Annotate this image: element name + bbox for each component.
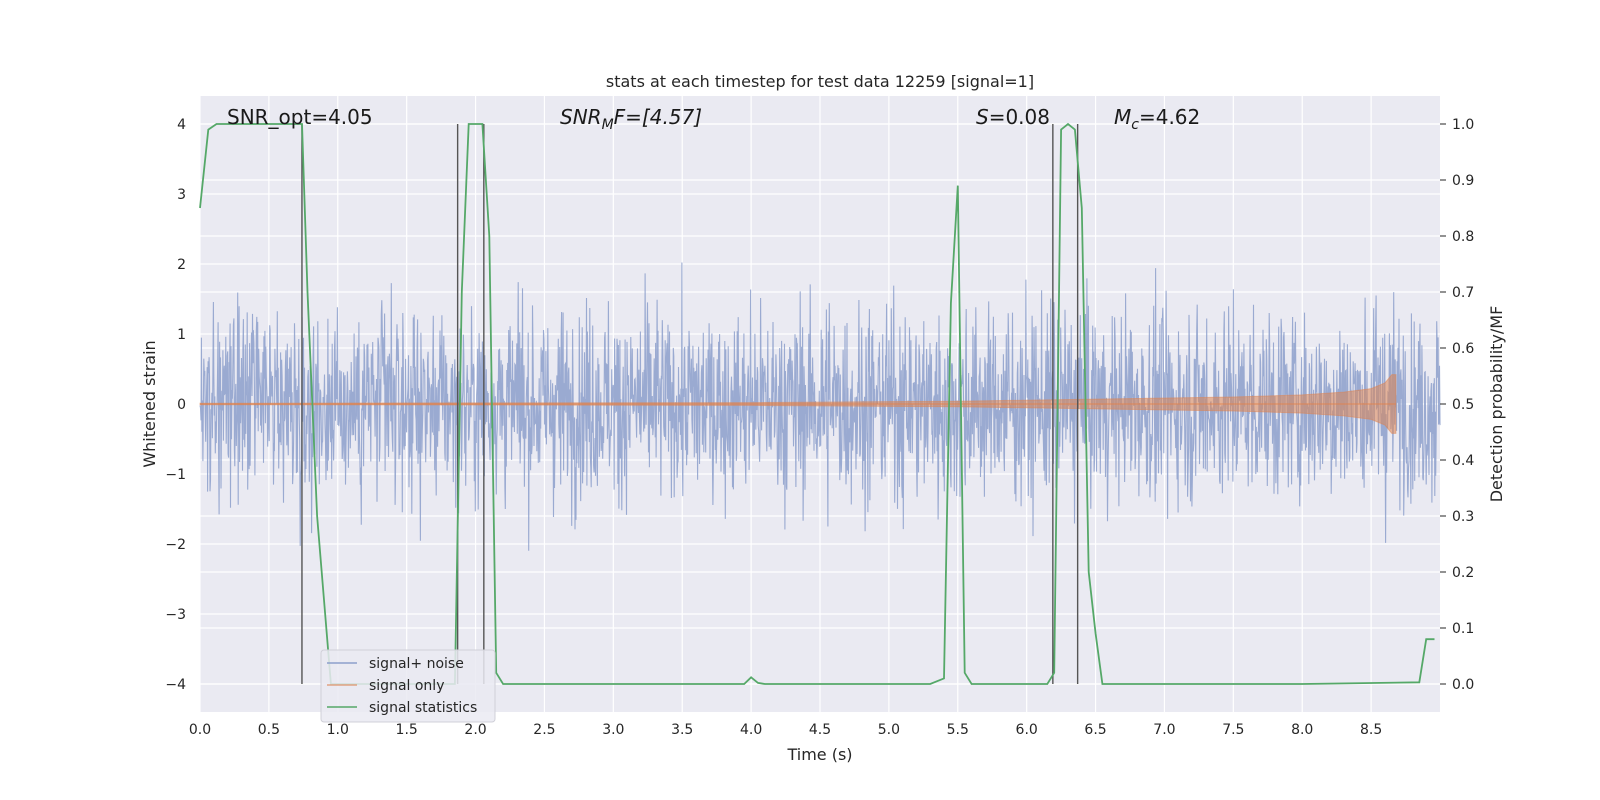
right-y-tick-label: 0.0 [1452,677,1474,693]
annotation-mc-base: M [1114,105,1131,129]
x-tick-label: 1.0 [327,722,349,738]
left-y-tick-label: 3 [177,187,186,203]
x-tick-label: 2.0 [464,722,486,738]
vertical-markers [301,124,1079,684]
annotation-snr-mf-sub: M [602,117,614,133]
legend-label-signal-noise: signal+ noise [369,656,464,672]
x-tick-label: 6.0 [1016,722,1038,738]
right-y-tick-label: 0.4 [1452,453,1474,469]
left-y-axis-label: Whitened strain [140,340,159,467]
signal-noise-line [199,262,1441,551]
left-y-axis-ticks: −4 −3 −2 −1 0 1 2 3 4 [165,117,186,693]
annotation-snr-opt: SNR_opt=4.05 [227,105,373,129]
left-y-tick-label: 0 [177,397,186,413]
x-tick-label: 8.0 [1291,722,1313,738]
left-y-tick-label: −2 [165,537,186,553]
series-signal-statistics [199,122,1435,685]
annotation-mc: Mc=4.62 [1114,105,1200,133]
chart-title: stats at each timestep for test data 122… [606,72,1034,91]
right-y-tick-label: 0.2 [1452,565,1474,581]
series-signal-noise [199,262,1441,551]
left-y-tick-label: −3 [165,607,186,623]
left-y-tick-label: 1 [177,327,186,343]
annotation-snr-mf-base: SNR [560,105,602,129]
legend-label-signal-only: signal only [369,678,444,694]
x-tick-label: 7.5 [1222,722,1244,738]
right-y-tick-label: 0.6 [1452,341,1474,357]
left-y-tick-label: −1 [165,467,186,483]
x-tick-label: 1.5 [396,722,418,738]
right-y-axis-ticks: 0.0 0.1 0.2 0.3 0.4 0.5 0.6 0.7 0.8 0.9 1.0 [1440,117,1474,693]
right-y-axis-label: Detection probability/MF [1487,306,1506,503]
x-tick-label: 0.5 [258,722,280,738]
left-y-tick-label: 4 [177,117,186,133]
right-y-tick-label: 0.5 [1452,397,1474,413]
x-tick-label: 3.5 [671,722,693,738]
legend: signal+ noise signal only signal statist… [320,649,496,723]
x-tick-label: 7.0 [1153,722,1175,738]
right-y-tick-label: 0.8 [1452,229,1474,245]
annotation-snr-mf-tail: F=[4.57] [614,105,702,129]
x-tick-label: 2.5 [533,722,555,738]
legend-label-signal-statistics: signal statistics [369,700,477,716]
annotation-s: S=0.08 [976,105,1050,129]
right-y-tick-label: 0.3 [1452,509,1474,525]
x-tick-label: 4.0 [740,722,762,738]
annotation-s-value: =0.08 [989,105,1050,129]
right-y-tick-label: 0.7 [1452,285,1474,301]
x-axis-label: Time (s) [786,745,852,764]
annotation-s-var: S [976,105,989,129]
x-tick-label: 0.0 [189,722,211,738]
annotation-mc-value: =4.62 [1139,105,1200,129]
left-y-tick-label: −4 [165,677,186,693]
x-tick-label: 8.5 [1360,722,1382,738]
annotation-snr-mf: SNRMF=[4.57] [560,105,702,133]
legend-box [320,649,496,723]
right-y-tick-label: 0.1 [1452,621,1474,637]
right-y-tick-label: 1.0 [1452,117,1474,133]
right-y-tick-label: 0.9 [1452,173,1474,189]
x-tick-label: 3.0 [602,722,624,738]
x-axis-ticks: 0.0 0.5 1.0 1.5 2.0 2.5 3.0 3.5 4.0 4.5 5.0 5.5 6.0 6… [189,722,1382,738]
x-tick-label: 6.5 [1084,722,1106,738]
series-signal-only [199,374,1397,434]
x-tick-label: 4.5 [809,722,831,738]
x-tick-label: 5.0 [878,722,900,738]
x-tick-label: 5.5 [947,722,969,738]
signal-statistics-line [199,122,1435,685]
annotation-mc-sub: c [1131,117,1139,133]
left-y-tick-label: 2 [177,257,186,273]
